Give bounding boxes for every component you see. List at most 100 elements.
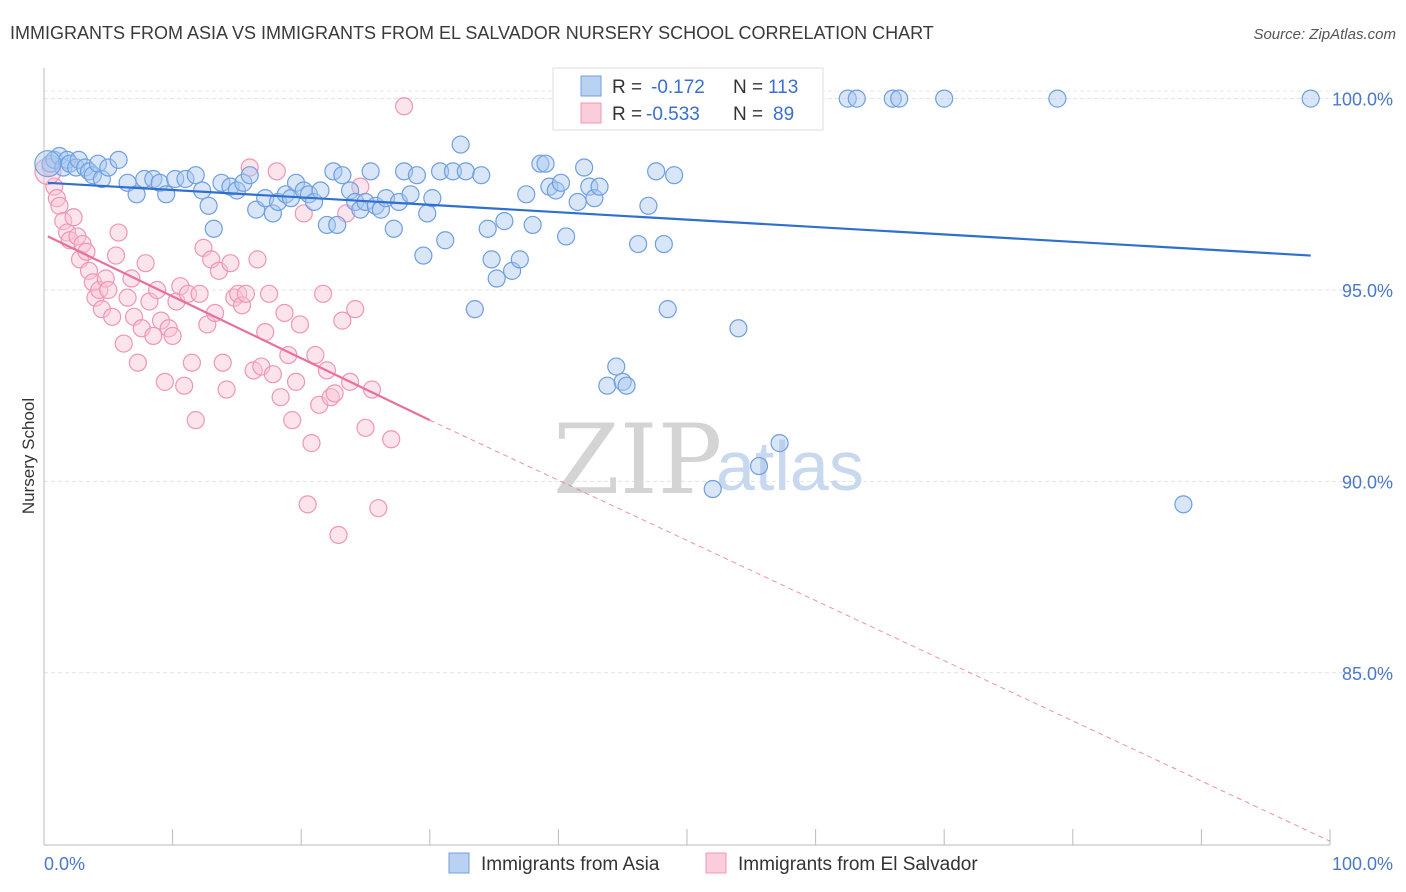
- point-asia: [340, 181, 360, 200]
- point-asia: [557, 227, 576, 246]
- point-asia: [443, 162, 463, 181]
- series-asia: [34, 89, 1320, 514]
- point-asia: [617, 376, 636, 395]
- point-asia: [536, 154, 555, 173]
- point-asia: [883, 89, 902, 108]
- point-el-salvador: [259, 284, 279, 303]
- point-asia: [99, 158, 118, 177]
- point-asia: [517, 185, 536, 204]
- point-el-salvador: [394, 97, 414, 116]
- point-asia: [654, 234, 673, 254]
- point-asia: [639, 196, 658, 215]
- stats-n-value-el-salvador: 89: [773, 104, 794, 125]
- point-el-salvador: [213, 353, 232, 372]
- point-asia: [286, 173, 306, 192]
- point-asia: [580, 177, 599, 196]
- point-asia: [568, 192, 587, 212]
- point-asia: [333, 166, 352, 185]
- trend-lines: [47, 181, 1331, 842]
- bottom-legend: Immigrants from Asia Immigrants from El …: [448, 852, 978, 875]
- point-asia: [935, 89, 954, 108]
- point-asia: [1174, 495, 1193, 514]
- point-asia: [770, 434, 789, 453]
- y-tick-label: 85.0%: [1342, 664, 1393, 684]
- point-el-salvador: [128, 353, 147, 372]
- point-el-salvador: [298, 495, 317, 514]
- point-el-salvador: [64, 208, 83, 227]
- point-asia: [436, 231, 455, 250]
- trend-line-el-salvador: [47, 235, 431, 422]
- point-asia: [176, 169, 195, 189]
- point-el-salvador: [103, 307, 122, 326]
- point-asia: [465, 300, 484, 319]
- point-el-salvador: [302, 434, 321, 453]
- point-asia: [263, 204, 283, 223]
- stats-n-label-asia: N =: [733, 77, 763, 98]
- point-el-salvador: [286, 372, 306, 391]
- point-el-salvador: [182, 353, 201, 372]
- point-asia: [186, 166, 205, 185]
- x-tick-label-min: 0.0%: [44, 854, 85, 874]
- point-el-salvador: [50, 196, 69, 215]
- point-el-salvador: [290, 315, 310, 334]
- y-tick-label: 100.0%: [1332, 90, 1393, 110]
- y-tick-labels: 85.0% 90.0% 95.0% 100.0%: [1332, 90, 1393, 684]
- point-asia: [324, 162, 343, 181]
- point-asia: [401, 185, 420, 204]
- point-asia: [647, 162, 666, 181]
- point-el-salvador: [54, 212, 73, 231]
- point-asia: [423, 189, 442, 208]
- point-asia: [658, 300, 677, 319]
- point-el-salvador: [106, 246, 126, 265]
- stats-r-label-asia: R =: [612, 77, 642, 98]
- point-asia: [1048, 89, 1067, 108]
- point-el-salvador: [313, 284, 333, 303]
- point-el-salvador: [294, 204, 313, 223]
- chart-title: IMMIGRANTS FROM ASIA VS IMMIGRANTS FROM …: [10, 23, 934, 43]
- point-el-salvador: [271, 388, 290, 407]
- point-asia: [607, 357, 626, 376]
- point-asia: [749, 456, 769, 476]
- point-el-salvador: [163, 326, 182, 346]
- point-asia: [414, 246, 433, 265]
- point-asia: [523, 215, 542, 235]
- stats-r-value-el-salvador: -0.533: [646, 104, 700, 125]
- stats-n-value-asia: 113: [768, 77, 798, 98]
- point-el-salvador: [79, 261, 99, 280]
- point-el-salvador: [325, 384, 344, 403]
- trend-line-el-salvador-extension: [429, 419, 1331, 842]
- stats-legend: R = -0.172 N = 113 R = -0.533 N = 89: [552, 67, 824, 131]
- point-asia: [598, 376, 617, 395]
- point-asia: [150, 173, 169, 192]
- point-asia: [384, 219, 403, 238]
- point-el-salvador: [263, 365, 283, 384]
- stats-r-value-asia: -0.172: [651, 77, 705, 98]
- point-el-salvador: [333, 311, 352, 330]
- watermark-zip: ZIP: [553, 404, 722, 516]
- stats-r-label-el-salvador: R =: [612, 104, 642, 125]
- legend-swatch-asia: [448, 852, 470, 874]
- point-asia: [1301, 89, 1320, 108]
- point-asia: [890, 89, 909, 108]
- point-el-salvador: [356, 418, 375, 437]
- point-el-salvador: [283, 411, 302, 430]
- point-asia: [240, 166, 259, 185]
- point-asia: [204, 219, 223, 238]
- point-asia: [729, 319, 748, 338]
- point-el-salvador: [248, 250, 267, 269]
- point-el-salvador: [346, 300, 365, 319]
- point-el-salvador: [144, 326, 163, 346]
- point-asia: [92, 169, 111, 189]
- point-asia: [629, 234, 648, 254]
- point-asia: [478, 219, 497, 238]
- point-asia: [703, 479, 722, 499]
- point-el-salvador: [175, 376, 194, 395]
- point-asia: [590, 177, 609, 196]
- point-asia: [212, 173, 231, 192]
- x-tick-label-max: 100.0%: [1332, 854, 1393, 874]
- point-asia: [328, 215, 347, 235]
- chart-source: Source: ZipAtlas.com: [1253, 26, 1396, 43]
- point-asia: [199, 196, 218, 215]
- watermark: ZIP atlas: [553, 404, 864, 516]
